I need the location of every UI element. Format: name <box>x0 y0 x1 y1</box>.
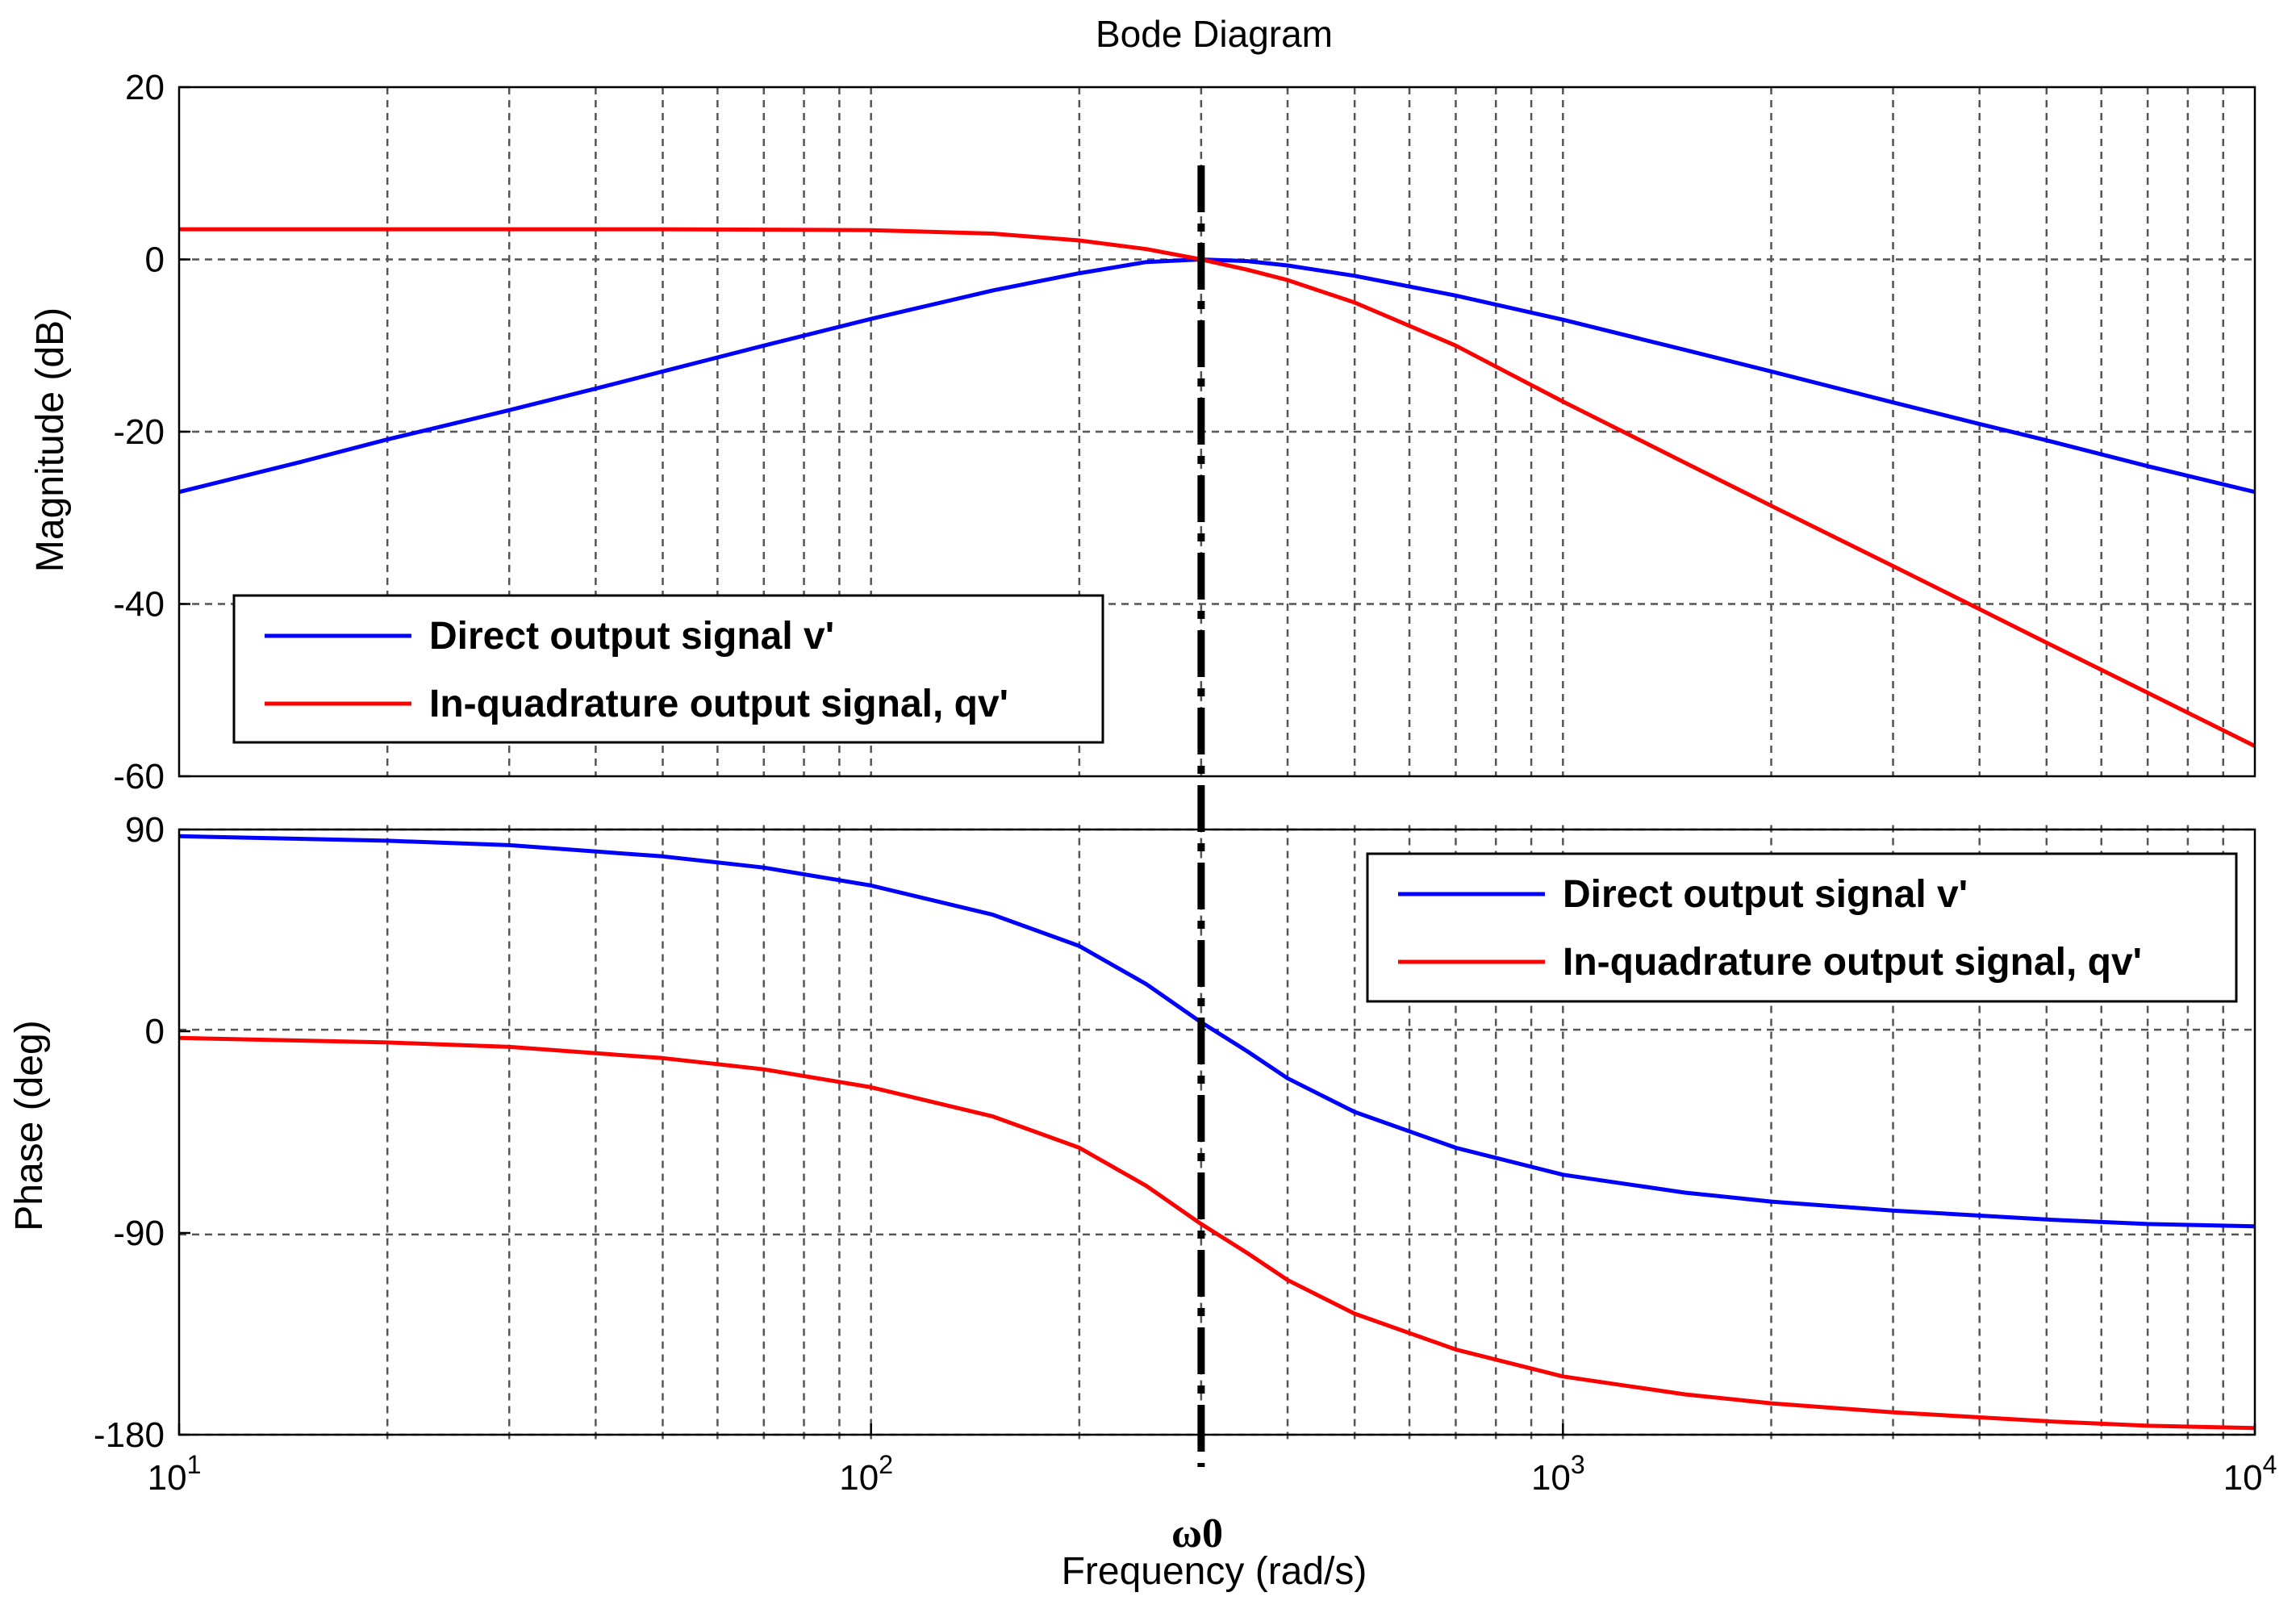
magnitude-y-tick-label: -40 <box>113 585 165 625</box>
phase-legend: Direct output signal v' In-quadrature ou… <box>1366 852 2238 1003</box>
omega0-label: ω0 <box>1171 1511 1223 1557</box>
x-tick-label: 101 <box>148 1450 202 1498</box>
x-tick-label: 104 <box>2223 1450 2277 1498</box>
magnitude-y-tick-label: 20 <box>125 68 165 107</box>
magnitude-y-tick-label: -20 <box>113 412 165 452</box>
phase-axes-box <box>177 828 2256 1436</box>
phase-legend-label-direct: Direct output signal v' <box>1563 873 1968 916</box>
phase-series-line-quadrature <box>178 1035 2256 1431</box>
magnitude-legend-label-direct: Direct output signal v' <box>429 615 834 658</box>
x-tick-label: 103 <box>1531 1450 1585 1498</box>
chart-title: Bode Diagram <box>1096 13 1333 55</box>
magnitude-legend: Direct output signal v' In-quadrature ou… <box>232 594 1104 744</box>
magnitude-legend-box <box>232 594 1104 744</box>
magnitude-series-line-quadrature <box>179 227 2256 748</box>
phase-y-tick-label: 0 <box>145 1012 165 1051</box>
magnitude-series-line-direct <box>178 257 2256 495</box>
phase-axes-frame <box>177 828 2256 1436</box>
phase-legend-label-quadrature: In-quadrature output signal, qv' <box>1563 941 2142 984</box>
magnitude-y-axis-label: Magnitude (dB) <box>29 307 72 572</box>
magnitude-legend-label-quadrature: In-quadrature output signal, qv' <box>429 683 1008 725</box>
phase-series-line-direct <box>178 834 2256 1229</box>
magnitude-series-lines <box>178 227 2256 748</box>
phase-y-tick-label: -180 <box>94 1415 165 1455</box>
x-axis-label: Frequency (rad/s) <box>1062 1550 1367 1593</box>
phase-legend-box <box>1366 852 2238 1003</box>
x-tick-label: 102 <box>839 1450 893 1498</box>
phase-y-axis-label: Phase (deg) <box>8 1020 51 1231</box>
phase-y-tick-label: -90 <box>113 1214 165 1253</box>
phase-y-tick-label: 90 <box>125 810 165 850</box>
tick-labels: -60 -40 -20 0 20 -180 -90 0 90 101 102 103 104 <box>94 68 2277 1498</box>
phase-series-lines <box>178 834 2256 1431</box>
magnitude-y-tick-label: 0 <box>145 240 165 280</box>
magnitude-y-tick-label: -60 <box>113 757 165 796</box>
